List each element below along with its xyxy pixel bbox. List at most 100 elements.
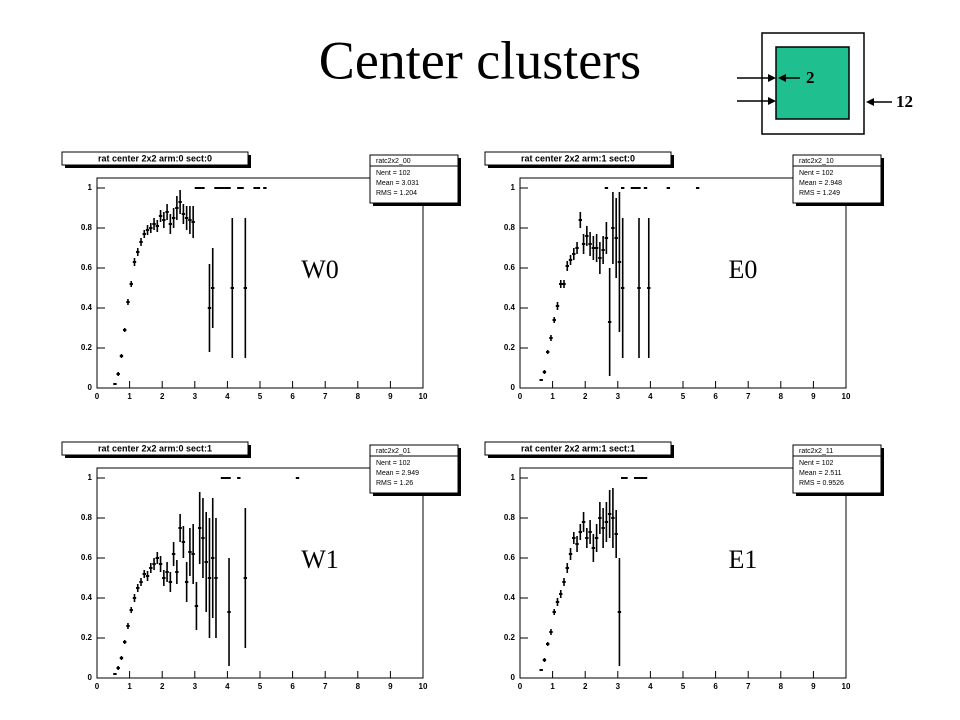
plot-title: rat center 2x2 arm:0 sect:1 <box>98 443 212 453</box>
plot-title: rat center 2x2 arm:1 sect:1 <box>521 443 635 453</box>
y-tick-label: 0.8 <box>504 513 516 522</box>
title-box <box>61 151 249 166</box>
x-tick-label: 0 <box>95 392 100 401</box>
y-tick-label: 1 <box>88 183 93 192</box>
x-tick-label: 4 <box>225 392 230 401</box>
y-tick-label: 0.6 <box>504 263 516 272</box>
x-tick-label: 2 <box>583 682 588 691</box>
x-tick-label: 6 <box>290 392 295 401</box>
stats-box <box>792 444 882 494</box>
x-tick-label: 5 <box>681 392 686 401</box>
x-tick-label: 2 <box>583 392 588 401</box>
x-tick-label: 3 <box>616 682 621 691</box>
x-tick-label: 10 <box>419 392 428 401</box>
x-tick-label: 5 <box>258 682 263 691</box>
stats-box <box>792 154 882 204</box>
x-tick-label: 9 <box>811 392 816 401</box>
outer-label: 12 <box>896 92 913 111</box>
x-tick-label: 1 <box>127 682 132 691</box>
x-tick-label: 0 <box>95 682 100 691</box>
x-tick-label: 0 <box>518 392 523 401</box>
y-tick-label: 0.2 <box>81 633 93 642</box>
stats-line: Mean = 2.949 <box>376 470 419 477</box>
stats-line: RMS = 1.204 <box>376 190 417 197</box>
y-tick-label: 0 <box>88 383 93 392</box>
x-tick-label: 4 <box>648 392 653 401</box>
x-tick-label: 4 <box>225 682 230 691</box>
x-tick-label: 2 <box>160 682 165 691</box>
panel-label: E1 <box>729 545 758 574</box>
stats-line: Mean = 2.511 <box>799 470 842 477</box>
plot-frame <box>96 177 424 389</box>
plot-title: rat center 2x2 arm:0 sect:0 <box>98 153 212 163</box>
x-tick-label: 5 <box>681 682 686 691</box>
x-tick-label: 1 <box>550 682 555 691</box>
y-tick-label: 0.4 <box>81 303 93 312</box>
x-tick-label: 9 <box>388 682 393 691</box>
x-tick-label: 6 <box>713 682 718 691</box>
stats-box <box>369 444 459 494</box>
x-tick-label: 9 <box>811 682 816 691</box>
x-tick-label: 5 <box>258 392 263 401</box>
y-tick-label: 0.4 <box>81 593 93 602</box>
cluster-diagram: 2 12 <box>737 32 913 135</box>
y-tick-label: 0 <box>511 383 516 392</box>
panel-label: W1 <box>301 545 339 574</box>
panel-label: W0 <box>301 255 339 284</box>
y-tick-label: 1 <box>511 183 516 192</box>
x-tick-label: 7 <box>746 682 751 691</box>
plot-frame <box>519 467 847 679</box>
y-tick-label: 0.8 <box>81 513 93 522</box>
x-tick-label: 6 <box>713 392 718 401</box>
arrow-head <box>778 74 786 82</box>
stats-line: RMS = 1.26 <box>376 480 413 487</box>
stats-line: RMS = 0.9526 <box>799 480 844 487</box>
x-tick-label: 10 <box>842 682 851 691</box>
stats-name: ratc2x2_10 <box>799 158 834 165</box>
x-tick-label: 2 <box>160 392 165 401</box>
x-tick-label: 0 <box>518 682 523 691</box>
x-tick-label: 1 <box>550 392 555 401</box>
y-tick-label: 0 <box>88 673 93 682</box>
x-tick-label: 8 <box>356 682 361 691</box>
x-tick-label: 4 <box>648 682 653 691</box>
x-tick-label: 6 <box>290 682 295 691</box>
y-tick-label: 0.2 <box>504 343 516 352</box>
x-tick-label: 7 <box>323 392 328 401</box>
inner-label: 2 <box>806 68 815 87</box>
inner-box <box>775 46 850 120</box>
x-tick-label: 10 <box>842 392 851 401</box>
stats-line: Nent = 102 <box>376 170 411 177</box>
x-tick-label: 3 <box>616 392 621 401</box>
title-box <box>484 151 672 166</box>
y-tick-label: 0.8 <box>504 223 516 232</box>
stats-name: ratc2x2_00 <box>376 158 411 165</box>
x-tick-label: 10 <box>419 682 428 691</box>
stats-line: Mean = 3.031 <box>376 180 419 187</box>
title-box <box>61 441 249 456</box>
plot-frame <box>519 177 847 389</box>
stats-name: ratc2x2_01 <box>376 448 411 455</box>
y-tick-label: 0.6 <box>504 553 516 562</box>
stats-line: Nent = 102 <box>376 460 411 467</box>
x-tick-label: 3 <box>193 392 198 401</box>
y-tick-label: 0.4 <box>504 303 516 312</box>
x-tick-label: 8 <box>779 392 784 401</box>
stats-line: Nent = 102 <box>799 460 834 467</box>
y-tick-label: 0.2 <box>504 633 516 642</box>
y-tick-label: 0.8 <box>81 223 93 232</box>
y-tick-label: 0.2 <box>81 343 93 352</box>
x-tick-label: 7 <box>746 392 751 401</box>
x-tick-label: 7 <box>323 682 328 691</box>
stats-box <box>369 154 459 204</box>
x-tick-label: 8 <box>779 682 784 691</box>
plot-title: rat center 2x2 arm:1 sect:0 <box>521 153 635 163</box>
x-tick-label: 9 <box>388 392 393 401</box>
arrow-head <box>768 97 776 105</box>
title-box <box>484 441 672 456</box>
